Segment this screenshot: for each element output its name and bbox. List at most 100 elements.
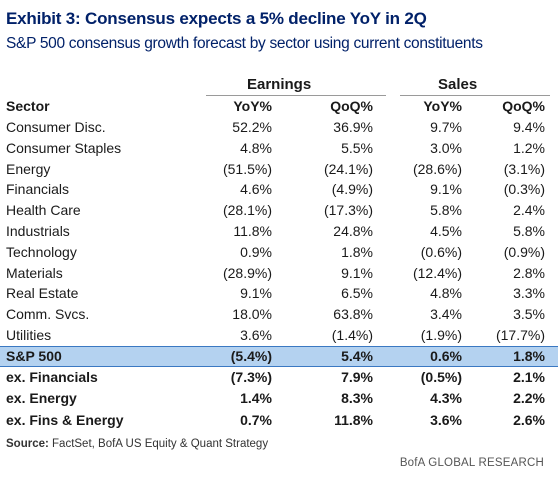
- earnings-qoq: 6.5%: [341, 285, 373, 301]
- table-row-summary: ex. Energy 1.4% 8.3% 4.3% 2.2%: [0, 388, 558, 409]
- earnings-yoy: 18.0%: [232, 306, 272, 322]
- source-note: Source: FactSet, BofA US Equity & Quant …: [6, 438, 268, 450]
- sales-qoq: (0.9%): [503, 244, 545, 260]
- table-row-summary: ex. Financials (7.3%) 7.9% (0.5%) 2.1%: [0, 367, 558, 388]
- sales-yoy: 9.7%: [430, 119, 462, 135]
- sales-yoy: 3.6%: [430, 412, 462, 428]
- sales-yoy: (0.5%): [420, 369, 462, 385]
- sales-yoy: 9.1%: [430, 181, 462, 197]
- sales-qoq: 1.2%: [513, 140, 545, 156]
- table-row: Consumer Staples 4.8% 5.5% 3.0% 1.2%: [0, 138, 558, 159]
- sales-qoq: 3.3%: [513, 285, 545, 301]
- table-row-highlighted: S&P 500 (5.4%) 5.4% 0.6% 1.8%: [0, 346, 558, 367]
- earnings-yoy: 4.6%: [240, 181, 272, 197]
- table-row: Comm. Svcs. 18.0% 63.8% 3.4% 3.5%: [0, 304, 558, 325]
- source-text: FactSet, BofA US Equity & Quant Strategy: [48, 438, 269, 450]
- table-row: Energy (51.5%) (24.1%) (28.6%) (3.1%): [0, 159, 558, 180]
- earnings-qoq: 36.9%: [333, 119, 373, 135]
- column-header-sales-qoq: QoQ%: [502, 98, 545, 114]
- earnings-yoy: (28.9%): [222, 265, 272, 281]
- sector-name: ex. Financials: [6, 369, 98, 385]
- earnings-qoq: 5.4%: [341, 348, 373, 364]
- sales-qoq: 5.8%: [513, 223, 545, 239]
- sector-name: Comm. Svcs.: [6, 306, 90, 322]
- earnings-qoq: (1.4%): [331, 327, 373, 343]
- sector-name: Consumer Staples: [6, 140, 122, 156]
- sales-qoq: (17.7%): [495, 327, 545, 343]
- earnings-group-rule: [206, 95, 386, 96]
- sector-name: Energy: [6, 161, 51, 177]
- sector-name: Utilities: [6, 327, 52, 343]
- earnings-group-header: Earnings: [247, 76, 312, 93]
- sales-yoy: (12.4%): [412, 265, 462, 281]
- earnings-yoy: 52.2%: [232, 119, 272, 135]
- earnings-yoy: 0.7%: [240, 412, 272, 428]
- sales-yoy: 0.6%: [430, 348, 462, 364]
- earnings-yoy: (28.1%): [222, 202, 272, 218]
- sales-qoq: 1.8%: [513, 348, 545, 364]
- table-row-summary: ex. Fins & Energy 0.7% 11.8% 3.6% 2.6%: [0, 410, 558, 431]
- earnings-qoq: 11.8%: [334, 412, 373, 428]
- table-row: Financials 4.6% (4.9%) 9.1% (0.3%): [0, 179, 558, 200]
- earnings-yoy: 0.9%: [240, 244, 272, 260]
- sales-qoq: (3.1%): [503, 161, 545, 177]
- table-row: Health Care (28.1%) (17.3%) 5.8% 2.4%: [0, 200, 558, 221]
- earnings-qoq: 1.8%: [341, 244, 373, 260]
- sales-qoq: 2.6%: [513, 412, 545, 428]
- sales-qoq: 3.5%: [513, 306, 545, 322]
- earnings-qoq: 7.9%: [341, 369, 373, 385]
- earnings-qoq: 8.3%: [341, 390, 373, 406]
- sales-group-header: Sales: [438, 76, 478, 93]
- earnings-yoy: 11.8%: [233, 223, 272, 239]
- earnings-yoy: 3.6%: [240, 327, 272, 343]
- table-row: Materials (28.9%) 9.1% (12.4%) 2.8%: [0, 263, 558, 284]
- earnings-yoy: (5.4%): [230, 348, 272, 364]
- exhibit-title: Exhibit 3: Consensus expects a 5% declin…: [6, 9, 427, 28]
- table-row: Real Estate 9.1% 6.5% 4.8% 3.3%: [0, 283, 558, 304]
- sector-name: Consumer Disc.: [6, 119, 106, 135]
- sector-name: ex. Energy: [6, 390, 77, 406]
- table-header-row: Sector YoY% QoQ% YoY% QoQ%: [0, 96, 558, 117]
- sales-group-rule: [400, 95, 550, 96]
- earnings-qoq: (24.1%): [323, 161, 373, 177]
- sector-name: Financials: [6, 181, 70, 197]
- sector-name: Real Estate: [6, 285, 79, 301]
- earnings-qoq: (4.9%): [331, 181, 373, 197]
- column-header-sales-yoy: YoY%: [423, 98, 462, 114]
- exhibit-subtitle: S&P 500 consensus growth forecast by sec…: [6, 35, 483, 52]
- brand-footer: BofA GLOBAL RESEARCH: [399, 457, 544, 469]
- column-header-earnings-yoy: YoY%: [233, 98, 272, 114]
- earnings-yoy: 4.8%: [240, 140, 272, 156]
- sector-name: S&P 500: [6, 348, 62, 364]
- column-header-earnings-qoq: QoQ%: [330, 98, 373, 114]
- sector-name: Materials: [6, 265, 63, 281]
- sales-yoy: (0.6%): [420, 244, 462, 260]
- sales-yoy: 3.0%: [430, 140, 462, 156]
- table-row: Industrials 11.8% 24.8% 4.5% 5.8%: [0, 221, 558, 242]
- earnings-qoq: (17.3%): [323, 202, 373, 218]
- sales-yoy: 4.5%: [430, 223, 462, 239]
- earnings-qoq: 5.5%: [341, 140, 373, 156]
- sector-name: ex. Fins & Energy: [6, 412, 124, 428]
- table-row: Consumer Disc. 52.2% 36.9% 9.7% 9.4%: [0, 117, 558, 138]
- earnings-qoq: 24.8%: [333, 223, 373, 239]
- sales-qoq: 2.2%: [513, 390, 545, 406]
- table-row: Technology 0.9% 1.8% (0.6%) (0.9%): [0, 242, 558, 263]
- sales-yoy: 4.8%: [430, 285, 462, 301]
- sector-name: Industrials: [6, 223, 70, 239]
- earnings-yoy: 9.1%: [240, 285, 272, 301]
- sales-yoy: 4.3%: [430, 390, 462, 406]
- sales-yoy: 5.8%: [430, 202, 462, 218]
- sales-yoy: (28.6%): [412, 161, 462, 177]
- column-header-sector: Sector: [6, 98, 50, 114]
- earnings-yoy: 1.4%: [240, 390, 272, 406]
- earnings-yoy: (7.3%): [230, 369, 272, 385]
- source-label: Source:: [6, 438, 49, 450]
- sector-name: Health Care: [6, 202, 81, 218]
- earnings-qoq: 63.8%: [333, 306, 373, 322]
- table-row: Utilities 3.6% (1.4%) (1.9%) (17.7%): [0, 325, 558, 346]
- sales-qoq: 2.4%: [513, 202, 545, 218]
- sales-qoq: 2.1%: [513, 369, 545, 385]
- sales-yoy: (1.9%): [420, 327, 462, 343]
